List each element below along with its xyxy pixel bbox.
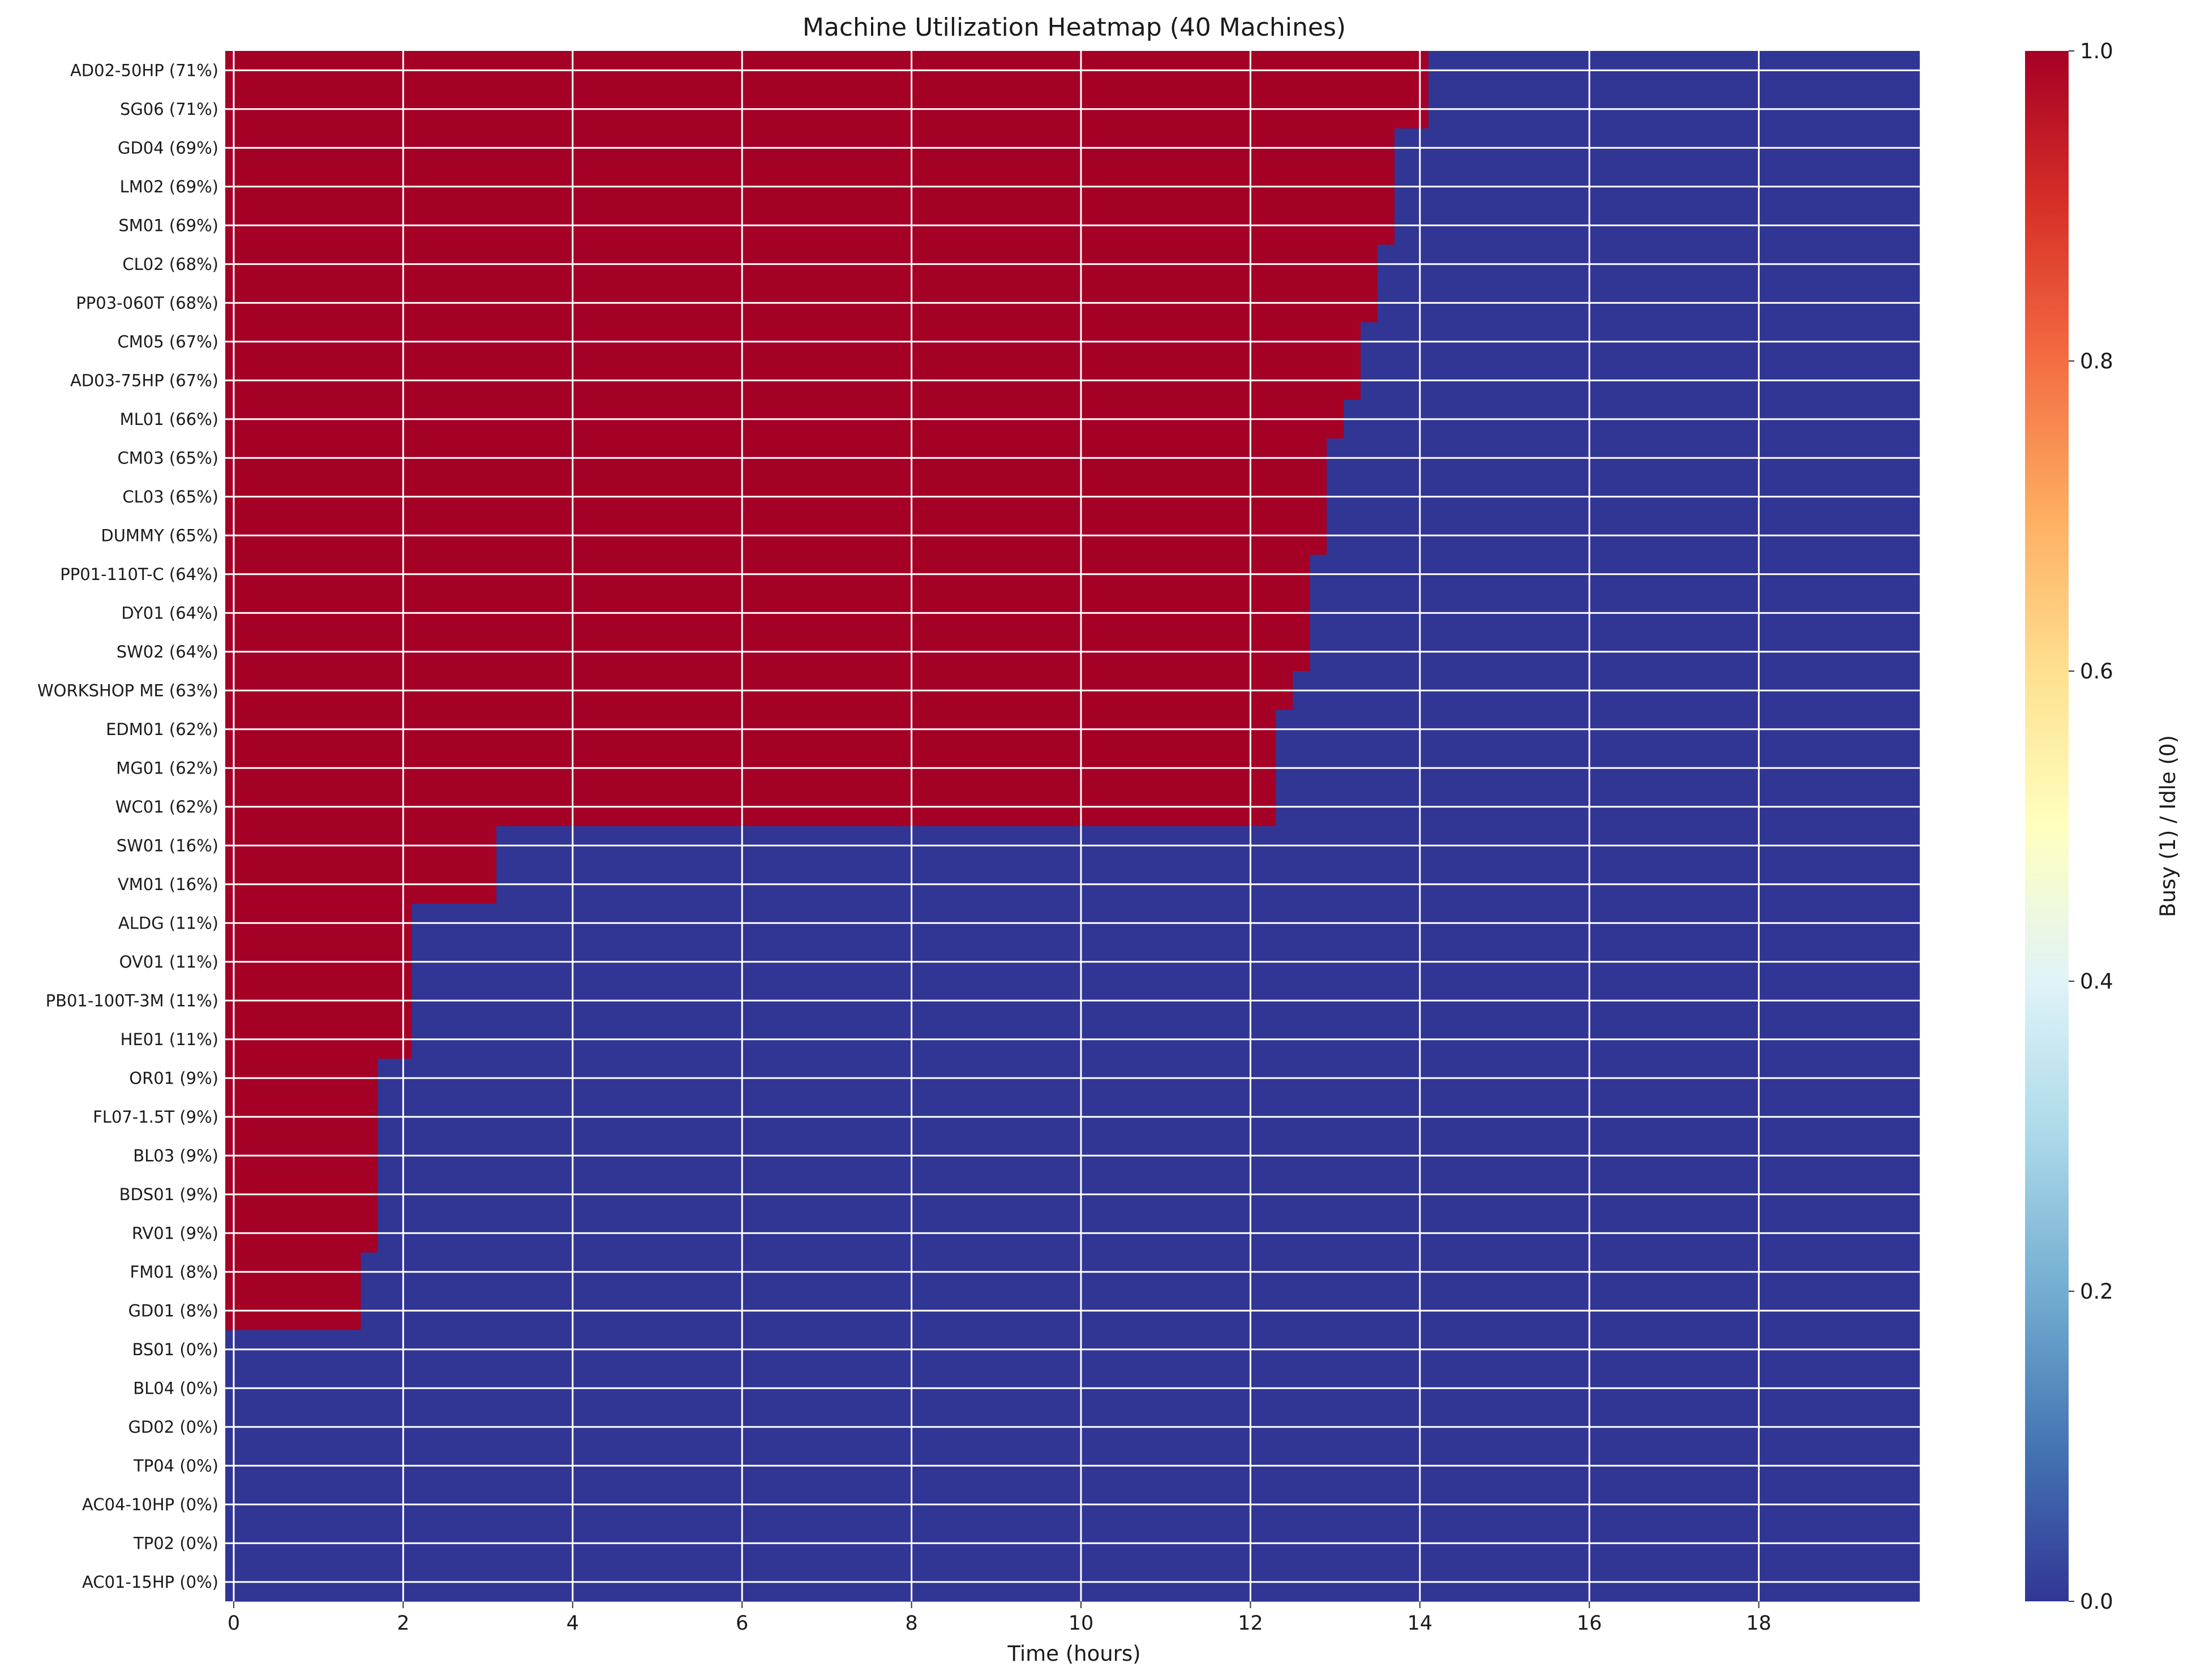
- y-tick-label: RV01 (9%): [132, 1223, 218, 1243]
- y-tick-label: FL07-1.5T (9%): [93, 1107, 218, 1127]
- colorbar-ticks: 0.0 0.2 0.4 0.6 0.8 1.0: [2069, 39, 2113, 1614]
- x-tick-label: 12: [1238, 1612, 1263, 1635]
- y-tick-label: LM02 (69%): [120, 177, 218, 196]
- y-tick-labels: AD02-50HP (71%) SG06 (71%) GD04 (69%) LM02 …: [37, 61, 218, 1592]
- colorbar-tick-label: 0.6: [2080, 659, 2113, 684]
- y-tick-label: BS01 (0%): [132, 1340, 218, 1359]
- x-tick-label: 10: [1069, 1612, 1094, 1635]
- colorbar-label: Busy (1) / Idle (0): [2156, 735, 2180, 917]
- y-tick-label: BL04 (0%): [133, 1378, 218, 1398]
- y-tick-label: SM01 (69%): [118, 216, 218, 235]
- colorbar-tick-label: 1.0: [2080, 39, 2113, 63]
- y-tick-label: GD02 (0%): [128, 1417, 218, 1437]
- y-tick-label: CM05 (67%): [118, 332, 218, 351]
- y-tick-label: GD04 (69%): [118, 138, 218, 157]
- x-tick-label: 2: [397, 1612, 409, 1635]
- y-tick-label: OR01 (9%): [129, 1068, 218, 1088]
- y-tick-label: EDM01 (62%): [106, 720, 218, 739]
- y-tick-label: VM01 (16%): [118, 875, 218, 894]
- y-tick-label: GD01 (8%): [128, 1301, 218, 1320]
- colorbar: [2025, 51, 2069, 1601]
- y-tick-label: PB01-100T-3M (11%): [46, 991, 218, 1010]
- y-tick-label: SW02 (64%): [117, 642, 218, 661]
- chart-title: Machine Utilization Heatmap (40 Machines…: [803, 13, 1346, 42]
- y-tick-label: ML01 (66%): [120, 410, 218, 429]
- y-tick-label: CM03 (65%): [118, 448, 218, 467]
- plot-area: [225, 51, 1920, 1602]
- y-tick-label: HE01 (11%): [121, 1030, 218, 1049]
- y-tick-label: SG06 (71%): [120, 100, 218, 119]
- colorbar-tick-label: 0.8: [2080, 349, 2113, 373]
- x-tick-label: 18: [1746, 1612, 1771, 1635]
- x-tick-label: 0: [228, 1612, 240, 1635]
- y-tick-label: BDS01 (9%): [119, 1185, 218, 1204]
- x-tick-label: 8: [905, 1612, 917, 1635]
- y-tick-label: DY01 (64%): [121, 603, 218, 622]
- y-tick-label: FM01 (8%): [130, 1262, 218, 1282]
- y-tick-label: PP01-110T-C (64%): [60, 565, 218, 584]
- y-tick-label: SW01 (16%): [117, 836, 218, 855]
- y-tick-label: CL02 (68%): [122, 255, 218, 274]
- y-tick-label: WORKSHOP ME (63%): [37, 681, 218, 700]
- y-tick-label: ALDG (11%): [118, 913, 218, 933]
- y-tick-label: WC01 (62%): [115, 797, 218, 817]
- x-tick-label: 6: [736, 1612, 748, 1635]
- colorbar-tick-label: 0.4: [2080, 969, 2113, 994]
- y-tick-label: AD03-75HP (67%): [70, 371, 218, 390]
- y-tick-label: AD02-50HP (71%): [70, 61, 218, 80]
- x-tick-label: 4: [567, 1612, 579, 1635]
- y-tick-label: OV01 (11%): [119, 952, 218, 972]
- y-tick-label: BL03 (9%): [133, 1146, 218, 1165]
- x-tick-label: 16: [1577, 1612, 1602, 1635]
- gridlines: [225, 51, 1920, 1601]
- x-axis-label: Time (hours): [1007, 1642, 1140, 1666]
- colorbar-tick-label: 0.2: [2080, 1279, 2113, 1304]
- y-tick-label: TP04 (0%): [133, 1456, 218, 1475]
- y-tick-label: TP02 (0%): [133, 1533, 218, 1553]
- y-tick-label: AC01-15HP (0%): [82, 1572, 218, 1592]
- y-tick-label: DUMMY (65%): [101, 526, 218, 545]
- y-tick-label: MG01 (62%): [116, 758, 218, 777]
- y-tick-label: PP03-060T (68%): [76, 293, 218, 312]
- x-tick-label: 14: [1407, 1612, 1432, 1635]
- colorbar-tick-label: 0.0: [2080, 1589, 2113, 1614]
- y-tick-label: CL03 (65%): [122, 487, 218, 506]
- y-tick-label: AC04-10HP (0%): [82, 1495, 218, 1514]
- x-tick-labels: 0 2 4 6 8 10 12 14 16 18: [228, 1601, 1771, 1635]
